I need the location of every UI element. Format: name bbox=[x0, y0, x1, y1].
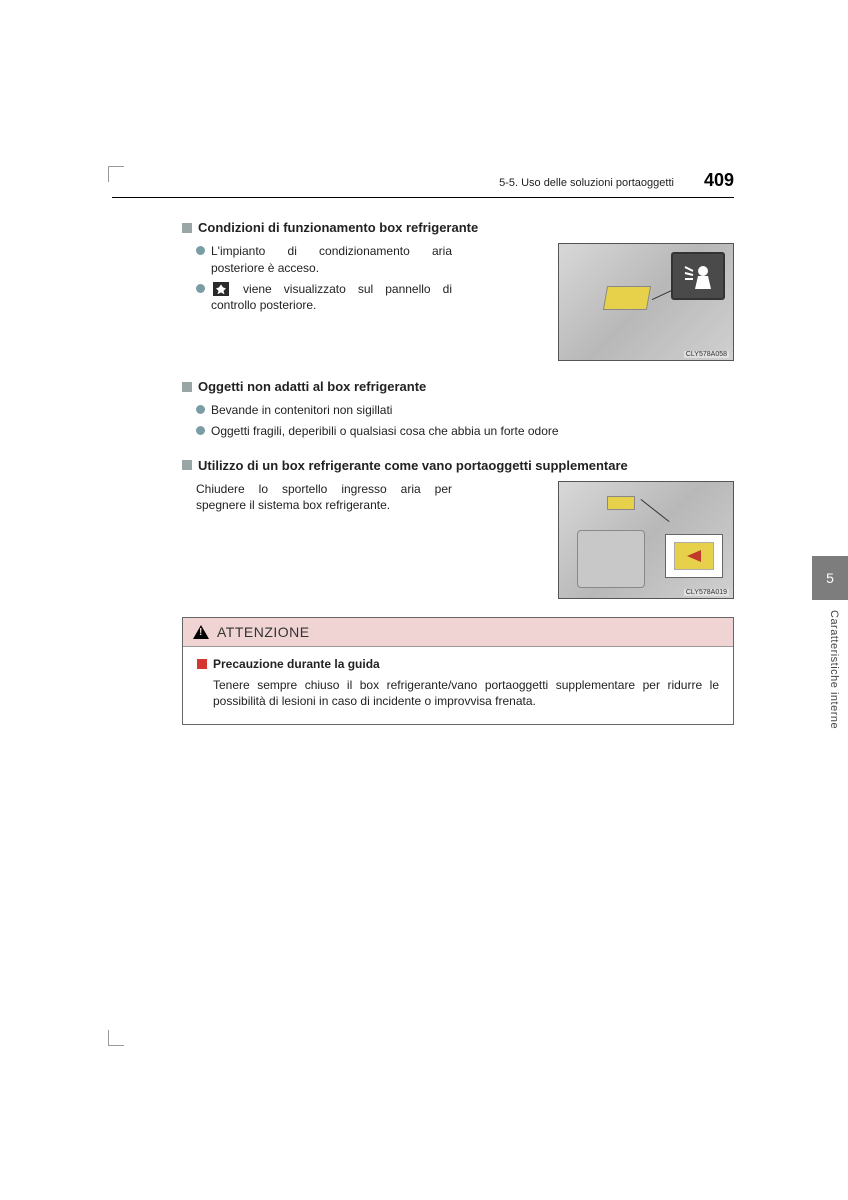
bullet-icon bbox=[196, 426, 205, 435]
airflow-icon bbox=[213, 282, 229, 296]
warning-triangle-icon bbox=[193, 625, 209, 639]
red-arrow-icon bbox=[687, 550, 701, 562]
bullet-text: L'impianto di condizionamento aria poste… bbox=[211, 243, 452, 277]
square-bullet-icon bbox=[182, 223, 192, 233]
square-bullet-icon bbox=[182, 382, 192, 392]
heading-text: Utilizzo di un box refrigerante come van… bbox=[198, 458, 628, 473]
figure-2: CLY578A019 bbox=[558, 481, 734, 599]
square-bullet-red-icon bbox=[197, 659, 207, 669]
bullet-icon bbox=[196, 284, 205, 293]
callout-line bbox=[641, 499, 670, 522]
bullet-text: Oggetti fragili, deperibili o qualsiasi … bbox=[211, 423, 559, 440]
figure-callout bbox=[671, 252, 725, 300]
heading-text: Oggetti non adatti al box refrigerante bbox=[198, 379, 426, 394]
callout-inner bbox=[674, 542, 714, 570]
heading-conditions: Condizioni di funzionamento box refriger… bbox=[182, 220, 734, 235]
figure-box bbox=[577, 530, 645, 588]
section-with-figure: Chiudere lo sportello ingresso aria per … bbox=[182, 481, 734, 599]
bullet-item: Bevande in contenitori non sigillati bbox=[196, 402, 734, 419]
warning-subtitle: Precauzione durante la guida bbox=[197, 657, 719, 671]
warning-header: ATTENZIONE bbox=[183, 618, 733, 647]
figure-1: CLY578A058 bbox=[558, 243, 734, 361]
bullet-item: viene visualizzato sul pannello di contr… bbox=[196, 281, 452, 315]
page-header: 5-5. Uso delle soluzioni portaoggetti 40… bbox=[112, 170, 734, 198]
bullet-text: Bevande in contenitori non sigillati bbox=[211, 402, 392, 419]
chapter-number: 5 bbox=[826, 570, 834, 586]
figure-highlight bbox=[603, 286, 651, 310]
section-title: 5-5. Uso delle soluzioni portaoggetti bbox=[499, 177, 674, 189]
square-bullet-icon bbox=[182, 460, 192, 470]
warning-box: ATTENZIONE Precauzione durante la guida … bbox=[182, 617, 734, 726]
warning-text: Tenere sempre chiuso il box refrigerante… bbox=[213, 677, 719, 711]
heading-storage: Utilizzo di un box refrigerante come van… bbox=[182, 458, 734, 473]
chapter-tab: 5 bbox=[812, 556, 848, 600]
figure-code: CLY578A058 bbox=[684, 351, 729, 358]
heading-unsuitable: Oggetti non adatti al box refrigerante bbox=[182, 379, 734, 394]
bullet-text-part: viene visualizzato sul pannello di contr… bbox=[211, 282, 452, 313]
bullet-text: viene visualizzato sul pannello di contr… bbox=[211, 281, 452, 315]
warning-body: Precauzione durante la guida Tenere semp… bbox=[183, 647, 733, 725]
main-content: Condizioni di funzionamento box refriger… bbox=[112, 220, 734, 725]
bullet-icon bbox=[196, 246, 205, 255]
page-content: 5-5. Uso delle soluzioni portaoggetti 40… bbox=[112, 170, 734, 725]
figure-latch bbox=[607, 496, 635, 510]
page-number: 409 bbox=[704, 170, 734, 191]
figure-callout bbox=[665, 534, 723, 578]
warning-subtitle-text: Precauzione durante la guida bbox=[213, 657, 380, 671]
warning-title: ATTENZIONE bbox=[217, 624, 310, 640]
heading-text: Condizioni di funzionamento box refriger… bbox=[198, 220, 478, 235]
figure-code: CLY578A019 bbox=[684, 589, 729, 596]
chapter-label: Caratteristiche interne bbox=[828, 610, 840, 729]
bullet-item: L'impianto di condizionamento aria poste… bbox=[196, 243, 452, 277]
crop-mark bbox=[108, 1030, 124, 1046]
text-column: L'impianto di condizionamento aria poste… bbox=[182, 243, 452, 318]
text-column: Chiudere lo sportello ingresso aria per … bbox=[182, 481, 452, 515]
section-with-figure: L'impianto di condizionamento aria poste… bbox=[182, 243, 734, 361]
person-airflow-icon bbox=[681, 261, 715, 291]
bullet-item: Oggetti fragili, deperibili o qualsiasi … bbox=[196, 423, 734, 440]
body-text: Chiudere lo sportello ingresso aria per … bbox=[196, 481, 452, 515]
bullet-icon bbox=[196, 405, 205, 414]
